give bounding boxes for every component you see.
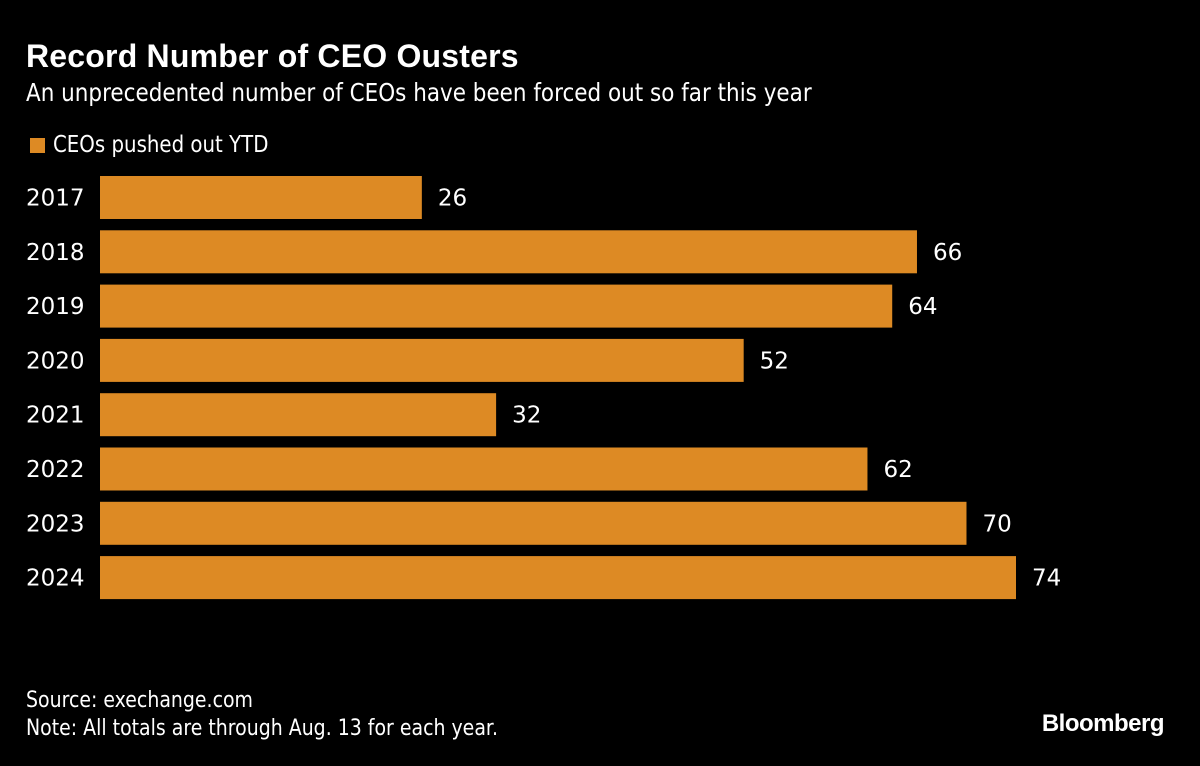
category-label: 2023	[26, 511, 85, 537]
chart-subtitle: An unprecedented number of CEOs have bee…	[26, 78, 812, 107]
chart-title: Record Number of CEO Ousters	[26, 38, 519, 74]
category-label: 2021	[26, 403, 85, 429]
bar-2018	[100, 230, 917, 274]
category-label: 2020	[26, 348, 85, 374]
data-label: 32	[512, 403, 541, 429]
bloomberg-logo: Bloomberg	[1041, 710, 1165, 737]
data-label: 70	[982, 511, 1011, 537]
legend-swatch	[30, 137, 45, 153]
category-label: 2024	[26, 566, 85, 592]
legend-label: CEOs pushed out YTD	[53, 132, 269, 158]
data-label: 74	[1032, 566, 1061, 592]
bar-2023	[100, 501, 967, 545]
legend: CEOs pushed out YTD	[30, 132, 304, 158]
data-label: 52	[760, 348, 789, 374]
category-label: 2017	[26, 186, 85, 212]
bar-2020	[100, 338, 744, 382]
data-label: 62	[883, 457, 912, 483]
bar-2019	[100, 284, 893, 328]
note-text: Note: All totals are through Aug. 13 for…	[26, 716, 498, 741]
bar-2017	[100, 176, 422, 219]
bar-2024	[100, 556, 1016, 600]
category-label: 2018	[26, 240, 85, 266]
category-label: 2022	[26, 457, 85, 483]
bar-2021	[100, 393, 497, 437]
bar-2022	[100, 447, 868, 491]
data-label: 66	[933, 240, 962, 266]
bar-chart: 2017 26 2018 66 2019 64 2020 52 2021 32 2022 62 2023…	[26, 176, 1061, 600]
source-text: Source: exechange.com	[26, 688, 253, 713]
data-label: 64	[908, 294, 937, 320]
category-label: 2019	[26, 294, 85, 320]
data-label: 26	[438, 186, 467, 212]
